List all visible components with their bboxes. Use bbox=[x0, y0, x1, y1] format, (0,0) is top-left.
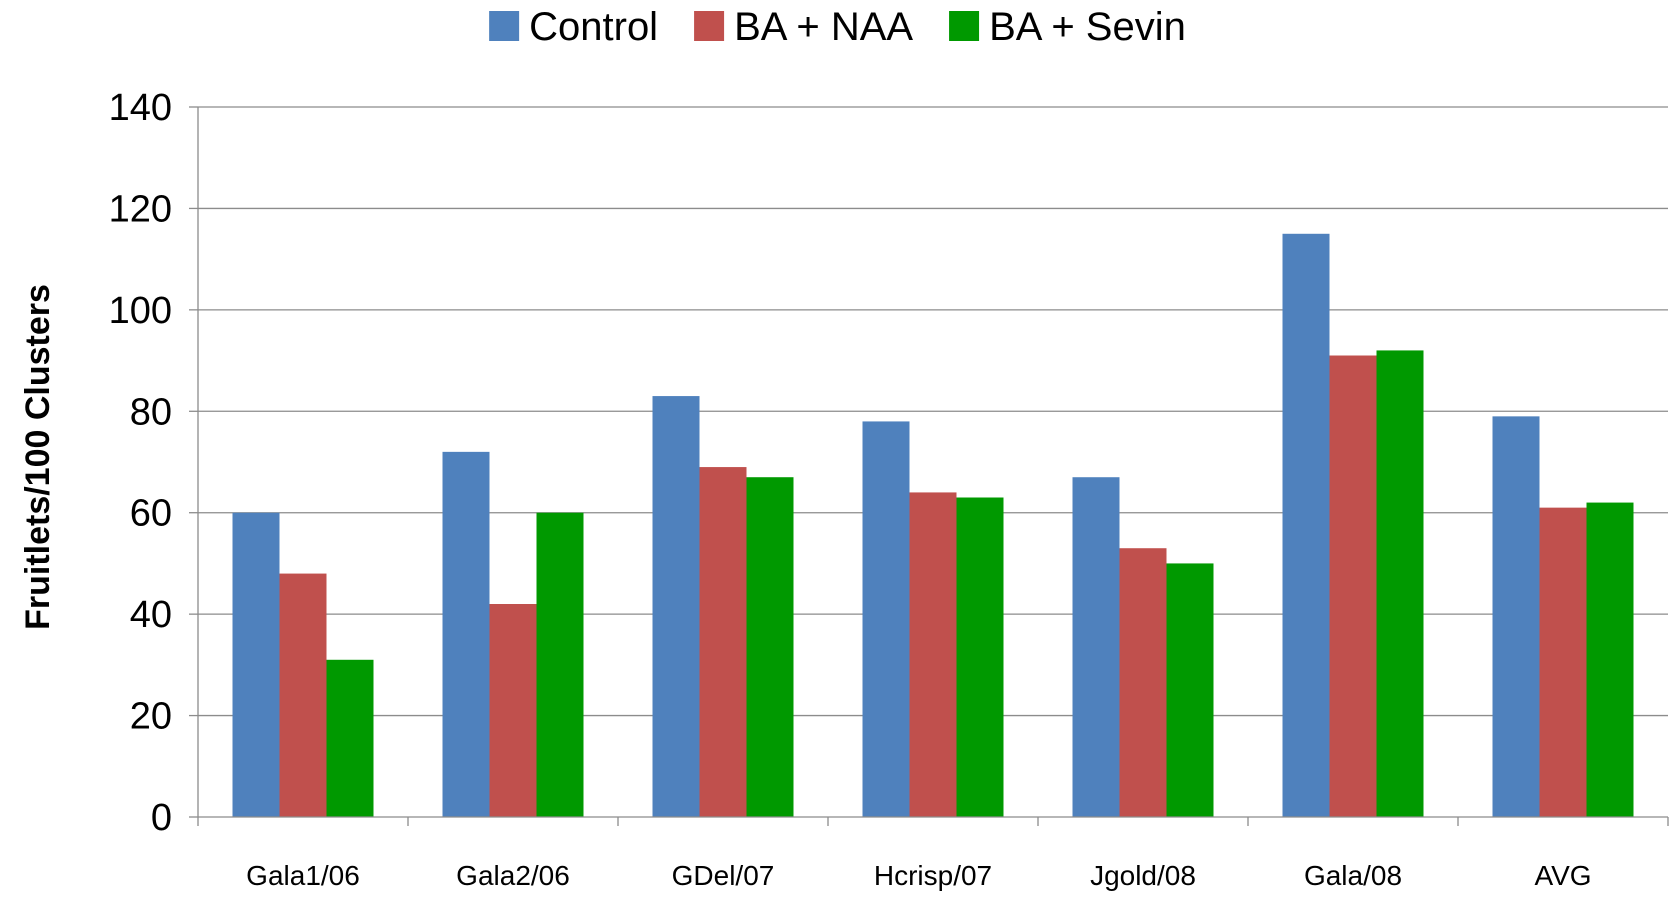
bar-ba-naa-hcrisp-07 bbox=[909, 492, 957, 817]
bar-control-jgold-08 bbox=[1072, 477, 1120, 817]
bar-ba-sevin-gdel-07 bbox=[746, 477, 794, 817]
bar-ba-sevin-avg bbox=[1586, 502, 1634, 817]
y-tick-labels: 0 20 40 60 80 100 120 140 bbox=[109, 87, 172, 839]
x-tick-label: Hcrisp/07 bbox=[874, 860, 992, 891]
bar-ba-naa-gala2-06 bbox=[489, 604, 537, 817]
bars bbox=[232, 233, 1634, 818]
bar-ba-sevin-gala-08 bbox=[1376, 350, 1424, 817]
y-tick-label: 80 bbox=[130, 391, 172, 433]
x-tick-label: Gala/08 bbox=[1304, 860, 1402, 891]
legend-swatch bbox=[694, 11, 725, 41]
bar-control-avg bbox=[1492, 416, 1540, 817]
y-axis-label: Fruitlets/100 Clusters bbox=[19, 284, 57, 630]
x-tick-label: GDel/07 bbox=[672, 860, 775, 891]
bar-control-gdel-07 bbox=[652, 396, 700, 817]
x-tick-labels: Gala1/06 Gala2/06 GDel/07 Hcrisp/07 Jgold/08… bbox=[246, 860, 1591, 891]
legend-swatch bbox=[489, 11, 520, 41]
bar-ba-naa-gala1-06 bbox=[279, 573, 327, 817]
legend-label: Control bbox=[529, 5, 658, 49]
y-tick-label: 20 bbox=[130, 696, 172, 738]
bar-ba-sevin-gala1-06 bbox=[326, 659, 374, 817]
x-tick-label: Jgold/08 bbox=[1090, 860, 1196, 891]
axes bbox=[189, 106, 1669, 826]
bar-control-gala-08 bbox=[1282, 233, 1330, 818]
y-tick-label: 140 bbox=[109, 87, 172, 129]
legend-label: BA + Sevin bbox=[989, 5, 1186, 49]
legend-label: BA + NAA bbox=[734, 5, 913, 49]
legend-swatch bbox=[949, 11, 980, 41]
bar-ba-sevin-jgold-08 bbox=[1166, 563, 1214, 817]
y-tick-label: 100 bbox=[109, 290, 172, 332]
x-tick-label: Gala2/06 bbox=[456, 860, 570, 891]
bar-ba-naa-jgold-08 bbox=[1119, 548, 1167, 817]
bar-control-gala1-06 bbox=[232, 512, 280, 817]
bar-ba-sevin-gala2-06 bbox=[536, 512, 584, 817]
bar-control-hcrisp-07 bbox=[862, 421, 910, 817]
y-tick-label: 120 bbox=[109, 188, 172, 230]
y-tick-label: 40 bbox=[130, 594, 172, 636]
bar-control-gala2-06 bbox=[442, 451, 490, 817]
bar-ba-naa-avg bbox=[1539, 507, 1587, 817]
x-tick-label: Gala1/06 bbox=[246, 860, 360, 891]
bar-ba-sevin-hcrisp-07 bbox=[956, 497, 1004, 817]
y-tick-label: 0 bbox=[151, 797, 172, 839]
x-tick-label: AVG bbox=[1534, 860, 1591, 891]
bar-ba-naa-gala-08 bbox=[1329, 355, 1377, 817]
y-tick-label: 60 bbox=[130, 493, 172, 535]
bar-ba-naa-gdel-07 bbox=[699, 467, 747, 817]
legend: Control BA + NAA BA + Sevin bbox=[489, 5, 1186, 49]
